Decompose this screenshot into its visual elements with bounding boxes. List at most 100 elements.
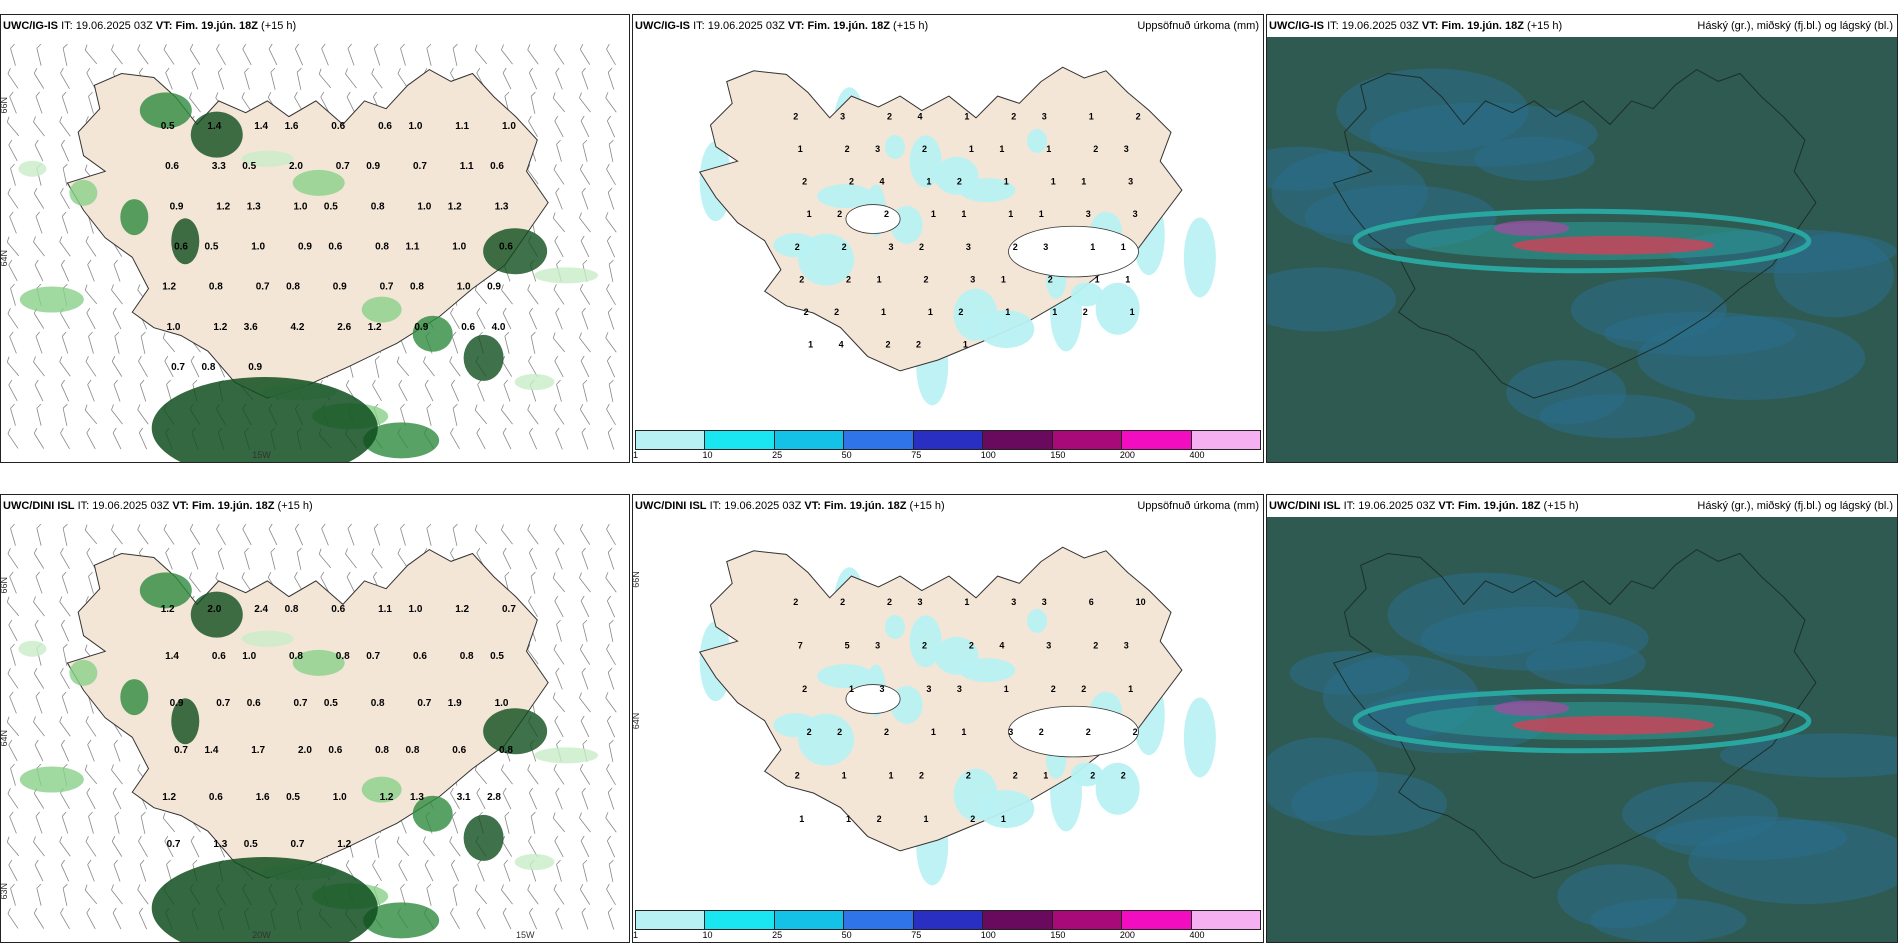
precip-value: 2 <box>1136 112 1141 122</box>
wind-barb <box>396 356 410 377</box>
precip-patch <box>463 814 504 861</box>
precip-value: 1 <box>928 307 933 317</box>
precip-value: 1 <box>798 144 803 154</box>
wind-barb <box>216 523 226 545</box>
wind-barb <box>501 284 513 305</box>
precip-value: 1 <box>1125 274 1130 284</box>
wind-barb <box>111 524 123 545</box>
wind-barb <box>86 307 96 330</box>
wind-barb <box>556 379 562 402</box>
precip-value: 0.5 <box>286 792 300 803</box>
wind-barb <box>581 547 589 570</box>
wind-barb <box>579 163 591 185</box>
precip-value: 1 <box>969 144 974 154</box>
wind-barb <box>33 716 45 737</box>
wind-barb <box>36 403 42 426</box>
wind-barb <box>579 212 591 233</box>
wind-barb <box>528 427 538 450</box>
vt-value: Fim. 19.jún. 18Z <box>191 500 275 512</box>
wind-barb <box>84 524 98 545</box>
high-cloud-core <box>1493 700 1570 716</box>
precip-patch <box>363 902 440 939</box>
wind-barb <box>528 595 538 617</box>
wind-barb <box>35 691 43 714</box>
wind-barb <box>450 859 460 882</box>
wind-barb <box>424 859 434 882</box>
wind-barb <box>10 403 16 426</box>
wind-barb <box>36 523 42 546</box>
colorbar-segment <box>983 911 1053 929</box>
lat-label: 66N <box>633 571 641 588</box>
wind-barb <box>606 403 616 425</box>
it-label: IT: <box>61 20 73 32</box>
precip-value: 1 <box>961 209 966 219</box>
wind-barb <box>554 235 564 258</box>
precip-value: 3 <box>880 684 885 694</box>
product-label: Uppsöfnuð úrkoma (mm) <box>1137 20 1259 32</box>
wind-barb <box>59 116 71 137</box>
panel-header: UWC/IG-IS IT: 19.06.2025 03Z VT: Fim. 19… <box>1 15 629 37</box>
cloud-patch <box>1291 771 1448 836</box>
precip-value: 2 <box>840 597 845 607</box>
precip-value: 2 <box>1011 112 1016 122</box>
precip-patch <box>978 310 1035 349</box>
wind-barb <box>451 811 459 834</box>
wind-barb <box>528 67 538 90</box>
wind-barb <box>318 68 332 89</box>
product-label: Háský (gr.), miðský (fj.bl.) og lágský (… <box>1697 20 1893 32</box>
precip-value: 0.8 <box>209 282 223 293</box>
wind-barb <box>61 571 69 594</box>
precip-value: 0.6 <box>378 121 392 132</box>
precip-patch <box>69 659 98 686</box>
wind-barb <box>59 596 71 617</box>
wind-barb <box>217 67 225 90</box>
wind-barb <box>8 859 18 882</box>
precip-value: 2.8 <box>487 792 501 803</box>
model-name: UWC/IG-IS <box>635 20 690 32</box>
precip-patch <box>139 92 192 129</box>
precip-value: 0.5 <box>205 242 219 253</box>
it-label: IT: <box>1327 20 1339 32</box>
precip-value: 0.6 <box>413 651 427 662</box>
wind-barb <box>60 667 70 689</box>
wind-barb <box>296 67 302 90</box>
panel-top-right: UWC/IG-IS IT: 19.06.2025 03Z VT: Fim. 19… <box>1266 14 1898 463</box>
wind-barb <box>36 43 42 66</box>
wind-barb <box>88 811 94 834</box>
wind-barb <box>35 211 43 234</box>
wind-barb <box>424 379 434 402</box>
precip-value: 0.6 <box>328 745 342 756</box>
precip-value: 0.9 <box>487 282 501 293</box>
wind-barb <box>397 548 409 569</box>
precip-value: 1 <box>926 177 931 187</box>
colorbar-tick: 25 <box>772 450 783 460</box>
wind-barb <box>553 644 565 665</box>
wind-barb <box>476 787 486 810</box>
precip-value: 1 <box>1130 307 1135 317</box>
precip-value: 3.3 <box>212 161 226 172</box>
wind-barb <box>530 91 536 114</box>
wind-barb <box>607 427 615 450</box>
wind-barb <box>9 211 17 234</box>
precip-patch <box>361 776 402 803</box>
colorbar-segment <box>1191 431 1260 449</box>
wind-barb <box>580 835 590 858</box>
wind-barb <box>474 524 488 545</box>
wind-barb <box>530 331 536 354</box>
precip-value: 2 <box>916 339 921 349</box>
wind-barb <box>606 43 616 65</box>
high-cloud-core <box>1512 715 1715 735</box>
precip-value: 1.0 <box>502 121 516 132</box>
wind-barb <box>579 283 591 305</box>
wind-barb <box>449 356 461 377</box>
glacier <box>1008 705 1139 758</box>
precip-value: 2 <box>957 177 962 187</box>
colorbar-tick: 200 <box>1119 930 1135 940</box>
panel-header: UWC/IG-IS IT: 19.06.2025 03Z VT: Fim. 19… <box>1267 15 1897 37</box>
wind-barb <box>87 259 95 282</box>
wind-barb <box>60 139 70 162</box>
wind-barb <box>345 548 357 569</box>
colorbar-tick: 400 <box>1189 930 1205 940</box>
wind-barb <box>113 859 121 882</box>
wind-barb <box>61 691 69 714</box>
